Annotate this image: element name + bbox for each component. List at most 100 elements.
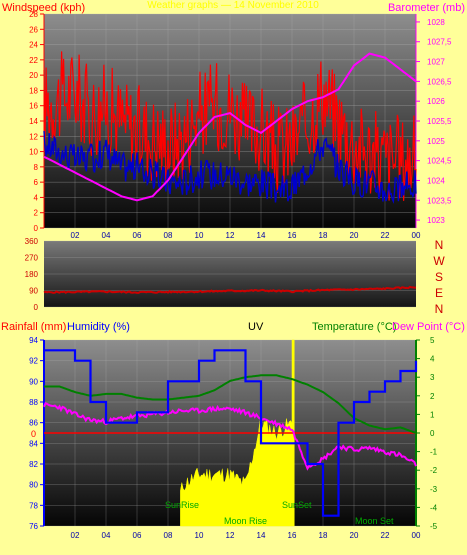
temperature-tick-label: 0	[430, 429, 435, 438]
baro-tick-label: 1024,5	[427, 157, 452, 166]
temperature-tick-label: -2	[430, 466, 438, 475]
wind-tick-label: 28	[29, 10, 38, 19]
wind-x-tick-label: 12	[226, 231, 235, 240]
wind-x-tick-label: 06	[133, 231, 142, 240]
temperature-tick-label: 2	[430, 392, 435, 401]
temperature-tick-label: -1	[430, 448, 438, 457]
bottom-x-tick-label: 08	[164, 531, 173, 540]
wind-x-tick-label: 20	[350, 231, 359, 240]
bottom-x-tick-label: 06	[133, 531, 142, 540]
wind-x-tick-label: 04	[102, 231, 111, 240]
wind-tick-label: 22	[29, 56, 38, 65]
wind-tick-label: 26	[29, 25, 38, 34]
humidity-tick-label: 82	[29, 460, 38, 469]
wind-x-tick-label: 22	[381, 231, 390, 240]
baro-tick-label: 1025	[427, 137, 445, 146]
temperature-tick-label: -3	[430, 485, 438, 494]
baro-tick-label: 1027	[427, 58, 445, 67]
bottom-x-tick-label: 22	[381, 531, 390, 540]
wind-tick-label: 12	[29, 132, 38, 141]
bottom-x-tick-label: 10	[195, 531, 204, 540]
windspeed-label: Windspeed (kph)	[2, 2, 85, 14]
wind-tick-label: 24	[29, 41, 38, 50]
bottom-x-tick-label: 14	[257, 531, 266, 540]
compass-label: N	[435, 238, 444, 252]
wind-tick-label: 10	[29, 148, 38, 157]
uv-area	[180, 339, 295, 527]
compass-label: N	[435, 302, 444, 316]
average-wind-line	[43, 131, 417, 204]
wind-tick-label: 14	[29, 117, 38, 126]
humidity-line	[44, 349, 418, 517]
wind-tick-label: 2	[34, 209, 39, 218]
wind-x-tick-label: 08	[164, 231, 173, 240]
wind-x-tick-label: 02	[71, 231, 80, 240]
temperature-tick-label: 1	[430, 410, 435, 419]
dir-tick-label: 360	[25, 237, 39, 246]
humidity-tick-label: 78	[29, 501, 38, 510]
wind-tick-label: 4	[34, 193, 39, 202]
sunset-label: SunSet	[282, 500, 312, 510]
wind-tick-label: 0	[34, 224, 39, 233]
wind-x-tick-label: 10	[195, 231, 204, 240]
temperature-label: Temperature (°C)	[312, 321, 396, 333]
temperature-tick-label: 3	[430, 373, 435, 382]
baro-tick-label: 1024	[427, 176, 445, 185]
bottom-x-tick-label: 18	[319, 531, 328, 540]
wind-x-tick-label: 14	[257, 231, 266, 240]
dir-tick-label: 0	[34, 303, 39, 312]
humidity-tick-label: 86	[29, 419, 38, 428]
bottom-x-tick-label: 12	[226, 531, 235, 540]
baro-tick-label: 1023,5	[427, 196, 452, 205]
dewpoint-line	[43, 402, 417, 471]
temperature-tick-label: -4	[430, 503, 438, 512]
baro-tick-label: 1026,5	[427, 77, 452, 86]
humidity-tick-label: 76	[29, 522, 38, 531]
moonset-label: Moon Set	[355, 516, 394, 526]
dir-tick-label: 180	[25, 270, 39, 279]
header-title: Weather graphs — 14 November 2010	[147, 0, 319, 11]
dewpoint-label: Dew Point (°C)	[392, 321, 465, 333]
barometer-label: Barometer (mb)	[388, 2, 465, 14]
baro-tick-label: 1023	[427, 216, 445, 225]
wind-tick-label: 16	[29, 102, 38, 111]
wind-x-tick-label: 16	[288, 231, 297, 240]
humidity-tick-label: 80	[29, 481, 38, 490]
barometer-line	[43, 52, 417, 202]
dir-tick-label: 270	[25, 254, 39, 263]
bottom-x-tick-label: 20	[350, 531, 359, 540]
wind-tick-label: 6	[34, 178, 39, 187]
humidity-tick-label: 90	[29, 377, 38, 386]
humidity-tick-label: 92	[29, 357, 38, 366]
dir-tick-label: 90	[29, 287, 38, 296]
bottom-x-tick-label: 04	[102, 531, 111, 540]
direction-line	[43, 285, 416, 294]
rain-zero-label: 0	[31, 429, 36, 439]
humidity-tick-label: 84	[29, 439, 38, 448]
bottom-x-tick-label: 00	[412, 531, 421, 540]
moonrise-label: Moon Rise	[224, 516, 267, 526]
temperature-tick-label: -5	[430, 522, 438, 531]
baro-tick-label: 1025,5	[427, 117, 452, 126]
baro-tick-label: 1027,5	[427, 38, 452, 47]
wind-x-tick-label: 00	[412, 231, 421, 240]
sunrise-label: SunRise	[165, 500, 199, 510]
compass-label: E	[435, 286, 443, 300]
baro-tick-label: 1028	[427, 18, 445, 27]
humidity-tick-label: 88	[29, 398, 38, 407]
wind-tick-label: 8	[34, 163, 39, 172]
wind-tick-label: 20	[29, 71, 38, 80]
compass-label: W	[433, 254, 445, 268]
temperature-tick-label: 4	[430, 355, 435, 364]
uv-label: UV	[248, 321, 264, 333]
baro-tick-label: 1026	[427, 97, 445, 106]
rainfall-label: Rainfall (mm)	[1, 321, 66, 333]
wind-tick-label: 18	[29, 86, 38, 95]
temperature-tick-label: 5	[430, 336, 435, 345]
wind-x-tick-label: 18	[319, 231, 328, 240]
gust-line	[43, 51, 417, 201]
humidity-label: Humidity (%)	[67, 321, 130, 333]
humidity-tick-label: 94	[29, 336, 38, 345]
bottom-x-tick-label: 16	[288, 531, 297, 540]
